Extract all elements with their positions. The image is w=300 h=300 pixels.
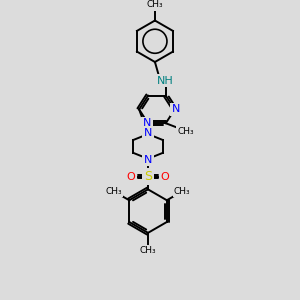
Text: NH: NH (156, 76, 173, 86)
Text: CH₃: CH₃ (106, 187, 122, 196)
Text: O: O (160, 172, 169, 182)
Text: S: S (144, 170, 152, 183)
Text: O: O (127, 172, 136, 182)
Text: CH₃: CH₃ (174, 187, 190, 196)
Text: CH₃: CH₃ (177, 127, 194, 136)
Text: N: N (172, 104, 180, 114)
Text: CH₃: CH₃ (147, 0, 163, 9)
Text: N: N (143, 118, 151, 128)
Text: N: N (144, 155, 152, 165)
Text: N: N (144, 128, 152, 138)
Text: CH₃: CH₃ (140, 246, 156, 255)
